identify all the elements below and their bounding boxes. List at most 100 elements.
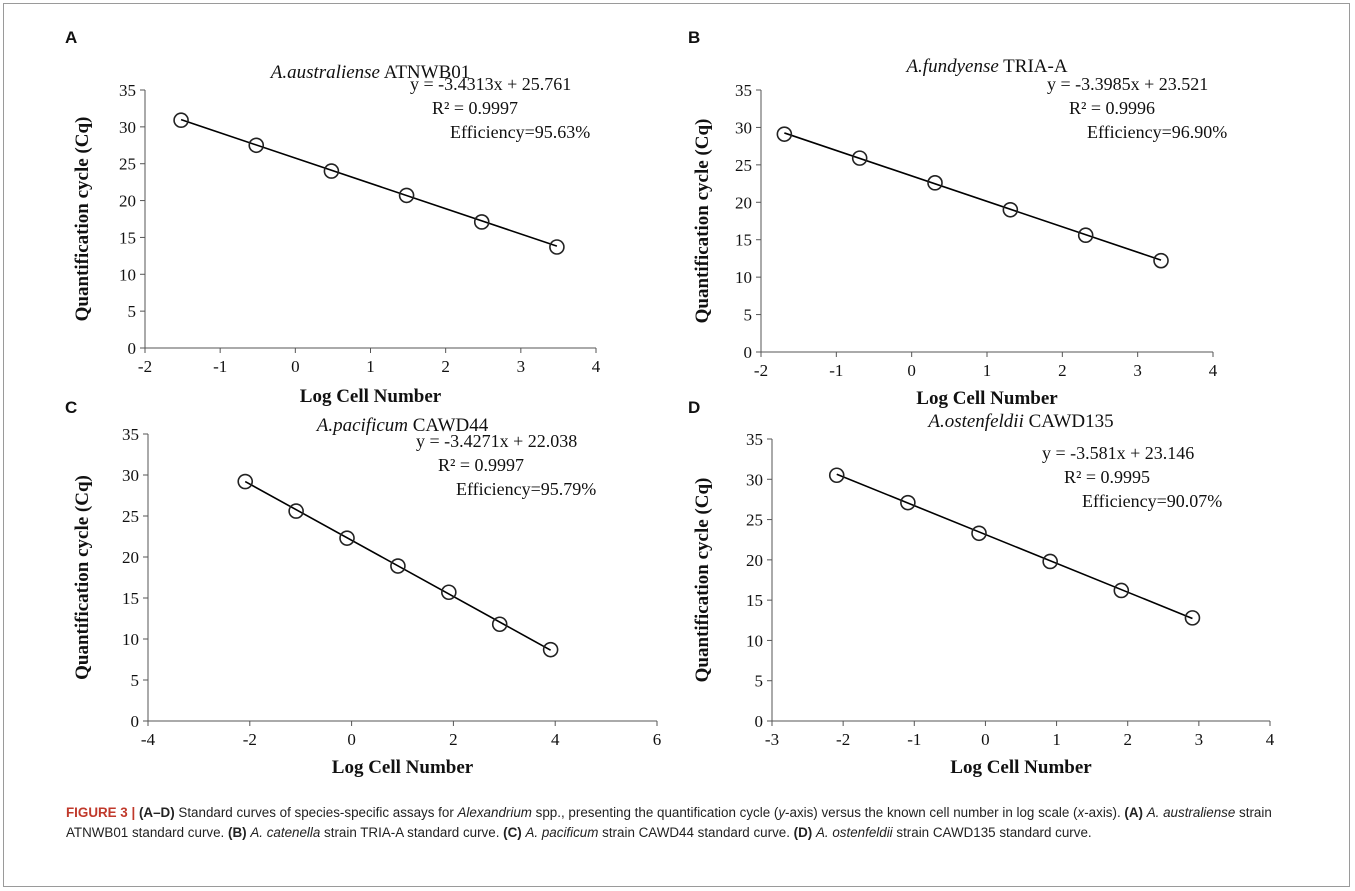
trendline-annotation: y = -3.4313x + 25.761 — [410, 74, 571, 94]
data-point — [248, 137, 265, 154]
trendline-annotation: Efficiency=96.90% — [1087, 122, 1227, 142]
x-tick-label: 2 — [441, 357, 450, 376]
trendline — [836, 473, 1193, 620]
panel-label-c: C — [65, 398, 78, 417]
caption-range: (A–D) — [138, 805, 175, 820]
trendline-annotation: y = -3.3985x + 23.521 — [1047, 74, 1208, 94]
y-tick-label: 5 — [128, 302, 137, 321]
x-tick-label: 4 — [1209, 361, 1218, 380]
caption-tag-c: (C) — [503, 825, 522, 840]
y-tick-label: 25 — [735, 156, 752, 175]
data-point — [1002, 201, 1019, 218]
x-tick-label: 0 — [907, 361, 916, 380]
caption-species-d: A. ostenfeldii — [815, 825, 893, 840]
x-tick-label: -2 — [243, 730, 257, 749]
x-tick-label: 1 — [983, 361, 992, 380]
caption-species-c: A. pacificum — [525, 825, 599, 840]
x-tick-label: 1 — [1052, 730, 1061, 749]
chart-title-strain: ATNWB01 — [380, 62, 470, 83]
data-point — [441, 584, 457, 601]
x-tick-label: 1 — [366, 357, 375, 376]
panel-label-b: B — [688, 28, 701, 47]
y-tick-label: 35 — [735, 81, 752, 100]
x-tick-label: -4 — [141, 730, 156, 749]
data-point — [776, 126, 793, 142]
y-tick-label: 30 — [746, 470, 763, 489]
trendline — [784, 132, 1162, 261]
data-point — [398, 187, 415, 204]
x-tick-label: 0 — [347, 730, 356, 749]
figure-frame — [3, 3, 1350, 887]
data-point — [173, 112, 189, 129]
trendline — [244, 480, 552, 651]
trendline-annotation: Efficiency=95.79% — [456, 479, 596, 499]
chart-a-svg: 0 5 10 15 20 25 30 35 -2 -1 0 1 2 3 4 A.australiense AT… — [72, 62, 601, 407]
data-point — [1184, 610, 1201, 626]
y-tick-label: 5 — [744, 306, 753, 325]
data-point — [900, 494, 916, 511]
data-point — [1113, 582, 1130, 599]
chart-panel-a: 0 5 10 15 20 25 30 35 -2 -1 0 1 2 3 4 A.australiense AT… — [60, 50, 670, 410]
chart-title-strain: TRIA-A — [999, 56, 1068, 77]
data-point — [549, 239, 565, 255]
chart-title-species: A.fundyense — [904, 56, 998, 77]
caption-xvar: x — [1077, 805, 1085, 820]
chart-d-svg: 0 5 10 15 20 25 30 35 -3 -2 -1 0 1 2 3 4 A.ostenfeldii C… — [692, 413, 1275, 778]
x-tick-label: -1 — [907, 730, 921, 749]
trendline-annotation: R² = 0.9996 — [1069, 98, 1155, 118]
data-point — [1042, 553, 1058, 570]
y-tick-label: 20 — [119, 192, 136, 211]
y-tick-label: 5 — [131, 671, 140, 690]
caption-text: strain TRIA-A standard curve. — [320, 825, 504, 840]
y-tick-label: 0 — [755, 712, 764, 731]
y-tick-label: 10 — [122, 630, 139, 649]
x-axis-label: Log Cell Number — [332, 757, 474, 778]
chart-title-species: A.pacificum — [315, 415, 408, 436]
chart-title-species: A.ostenfeldii — [926, 413, 1024, 432]
x-tick-label: 4 — [1266, 730, 1275, 749]
y-tick-label: 10 — [735, 268, 752, 287]
caption-text: strain CAWD44 standard curve. — [598, 825, 794, 840]
caption-figure-number: FIGURE 3 | — [66, 805, 136, 820]
y-axis-label: Quantification cycle (Cq) — [692, 119, 713, 324]
caption-text: -axis). — [1084, 805, 1125, 820]
y-tick-label: 15 — [119, 228, 136, 247]
trendline-annotation: y = -3.581x + 23.146 — [1042, 443, 1194, 463]
y-tick-label: 35 — [746, 430, 763, 449]
y-tick-label: 10 — [119, 265, 136, 284]
x-tick-label: -1 — [829, 361, 843, 380]
trendline-annotation: R² = 0.9997 — [432, 98, 518, 118]
caption-tag-d: (D) — [793, 825, 813, 840]
chart-title: A.australiense ATNWB01 — [269, 62, 471, 83]
data-point — [927, 175, 943, 191]
data-point — [851, 150, 868, 166]
y-tick-label: 25 — [746, 511, 763, 530]
y-tick-label: 5 — [755, 672, 764, 691]
y-tick-label: 15 — [735, 231, 752, 250]
trendline-annotation: Efficiency=95.63% — [450, 122, 590, 142]
data-point — [237, 473, 254, 490]
x-axis-label: Log Cell Number — [950, 757, 1092, 778]
x-tick-label: -3 — [765, 730, 779, 749]
y-tick-label: 25 — [119, 155, 136, 174]
caption-species-b: A. catenella — [250, 825, 321, 840]
x-tick-label: 2 — [1123, 730, 1132, 749]
y-tick-label: 0 — [744, 343, 753, 362]
data-point — [473, 214, 490, 230]
x-tick-label: 0 — [981, 730, 990, 749]
chart-b-svg: 0 5 10 15 20 25 30 35 -2 -1 0 1 2 3 4 A.fundyense TRIA-… — [692, 56, 1227, 409]
chart-title: A.fundyense TRIA-A — [904, 56, 1067, 77]
chart-panel-b: 0 5 10 15 20 25 30 35 -2 -1 0 1 2 3 4 A.fundyense TRIA-… — [680, 50, 1290, 410]
y-tick-label: 15 — [746, 591, 763, 610]
panel-label-a: A — [65, 28, 78, 47]
x-tick-label: 0 — [291, 357, 300, 376]
y-axis-label: Quantification cycle (Cq) — [692, 478, 713, 683]
data-point — [390, 558, 406, 574]
trendline — [180, 118, 558, 247]
y-tick-label: 20 — [735, 193, 752, 212]
trendline-annotation: Efficiency=90.07% — [1082, 491, 1222, 511]
y-tick-label: 10 — [746, 631, 763, 650]
y-tick-label: 35 — [122, 425, 139, 444]
x-tick-label: 4 — [592, 357, 601, 376]
x-axis-label: Log Cell Number — [916, 388, 1058, 409]
